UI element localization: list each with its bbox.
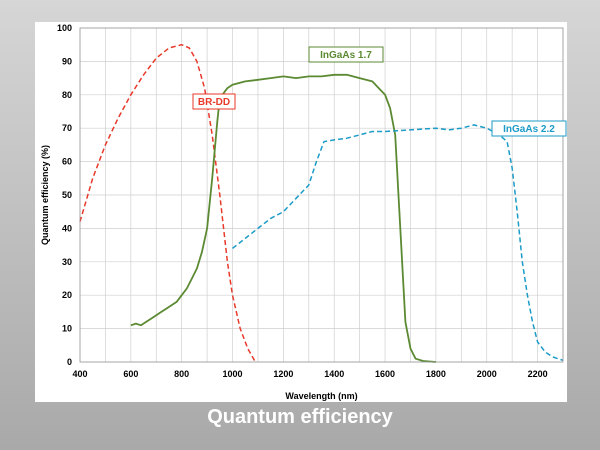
- label-text: InGaAs 2.2: [503, 124, 555, 135]
- y-tick-label: 0: [67, 357, 72, 367]
- series-line-ingaas-1-7: [130, 73, 436, 363]
- x-tick-label: 1600: [375, 369, 395, 379]
- caption: Quantum efficiency: [207, 406, 393, 428]
- y-axis-title: Quantum efficiency (%): [40, 145, 50, 245]
- y-tick-label: 40: [62, 223, 72, 233]
- x-tick-label: 1200: [273, 369, 293, 379]
- y-tick-label: 100: [57, 23, 72, 33]
- x-tick-label: 2200: [528, 369, 548, 379]
- label-box: [192, 93, 236, 110]
- y-tick-label: 80: [62, 90, 72, 100]
- y-tick-label: 60: [62, 157, 72, 167]
- y-tick-label: 30: [62, 257, 72, 267]
- label-text: InGaAs 1.7: [320, 50, 372, 61]
- x-axis-title: Wavelength (nm): [285, 391, 357, 401]
- series-labels: BR-DD InGaAs 1.7 InGaAs 2.2: [192, 46, 567, 137]
- y-tick-label: 20: [62, 290, 72, 300]
- label-br-dd: BR-DD: [192, 93, 236, 110]
- qe-chart: 400 600 800 1000 1200 1400 1600 1800 2000 2200 0 10…: [40, 23, 567, 401]
- x-tick-label: 1800: [426, 369, 446, 379]
- series-line-ingaas-2-2: [232, 124, 564, 362]
- label-ingaas-1-7: InGaAs 1.7: [308, 46, 384, 63]
- x-tick-label: 1400: [324, 369, 344, 379]
- series-line-br-dd: [79, 43, 257, 363]
- label-text: BR-DD: [198, 97, 230, 108]
- grid: [79, 27, 564, 363]
- axes: 400 600 800 1000 1200 1400 1600 1800 2000 2200 0 10…: [57, 23, 564, 379]
- x-tick-label: 600: [123, 369, 138, 379]
- chart-panel: 400 600 800 1000 1200 1400 1600 1800 2000 2200 0 10…: [35, 22, 567, 402]
- plot-frame: [79, 27, 564, 363]
- x-tick-label: 1000: [223, 369, 243, 379]
- y-tick-label: 50: [62, 190, 72, 200]
- y-tick-label: 10: [62, 324, 72, 334]
- x-tick-label: 2000: [477, 369, 497, 379]
- label-ingaas-2-2: InGaAs 2.2: [491, 120, 567, 137]
- x-tick-label: 800: [174, 369, 189, 379]
- x-tick-label: 400: [72, 369, 87, 379]
- label-box: [308, 46, 384, 63]
- label-box: [491, 120, 567, 137]
- y-tick-label: 70: [62, 123, 72, 133]
- y-tick-label: 90: [62, 56, 72, 66]
- series-layer: [79, 43, 564, 363]
